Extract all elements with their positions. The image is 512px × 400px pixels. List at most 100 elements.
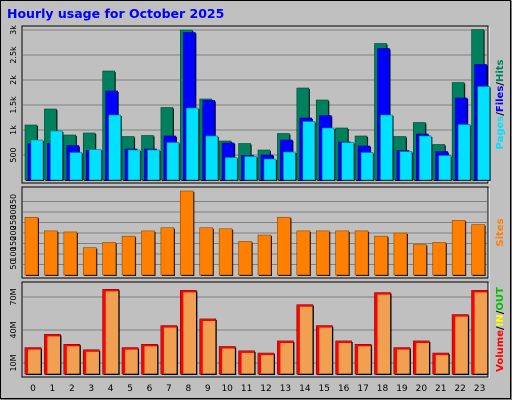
bar-pages: [224, 157, 238, 181]
y-tick-label: 2k: [9, 75, 18, 85]
bar-pages: [380, 114, 393, 181]
bar-volume-edge: [44, 334, 48, 374]
bar-volume-edge: [432, 353, 436, 374]
bar-pages: [186, 107, 199, 181]
bar-sites: [102, 242, 116, 276]
x-tick-label: 16: [338, 384, 350, 394]
bar-sites: [315, 230, 330, 276]
panel-side-label: Volume/IN/OUT: [495, 287, 506, 372]
bar-volume-edge: [219, 346, 223, 374]
x-tick-label: 14: [299, 384, 311, 394]
bar-volume-edge: [393, 347, 397, 374]
bar-sites: [471, 224, 485, 276]
bar-volume-top: [25, 347, 41, 350]
x-tick-label: 21: [435, 384, 446, 394]
x-tick-label: 22: [454, 384, 465, 394]
bar-pages: [147, 149, 160, 181]
x-tick-label: 0: [30, 384, 36, 394]
bar-sites: [335, 230, 349, 276]
bar-pages: [244, 156, 257, 181]
bar-pages: [205, 135, 219, 181]
bar-volume-edge: [160, 325, 164, 374]
bar-volume-edge: [355, 344, 359, 374]
bar-volume-top: [160, 325, 177, 328]
bar-sites: [63, 231, 78, 276]
bar-volume-edge: [452, 314, 456, 374]
side-label-part: /: [495, 82, 506, 86]
bar-sites: [374, 235, 388, 276]
x-tick-label: 4: [108, 384, 114, 394]
bar-pages: [438, 155, 452, 181]
bar-volume-edge: [199, 319, 203, 374]
bar-sites: [180, 190, 194, 276]
bar-volume-top: [102, 289, 119, 292]
x-tick-label: 3: [88, 384, 94, 394]
x-tick-label: 7: [166, 384, 172, 394]
chart-title: Hourly usage for October 2025: [7, 6, 224, 21]
x-tick-label: 13: [280, 384, 291, 394]
bar-volume-edge: [63, 344, 67, 374]
bar-pages: [419, 135, 432, 181]
bar-sites: [277, 216, 291, 276]
x-tick-label: 12: [260, 384, 271, 394]
bar-sites: [238, 241, 252, 276]
y-tick-label: 200: [9, 225, 18, 240]
x-tick-label: 15: [319, 384, 330, 394]
y-tick-label: 1.5k: [9, 96, 18, 114]
panel-side-label: Pages/Files/Hits: [495, 59, 506, 149]
bar-volume-edge: [471, 290, 475, 374]
side-label-part: Pages: [495, 116, 506, 150]
bar-sites: [296, 230, 311, 276]
x-tick-label: 6: [147, 384, 153, 394]
bar-pages: [302, 121, 316, 181]
bar-pages: [477, 86, 490, 181]
bar-pages: [30, 139, 44, 181]
y-tick-label: 40M: [9, 321, 18, 338]
bar-volume-top: [199, 319, 216, 321]
x-tick-label: 18: [377, 384, 389, 394]
bar-volume-edge: [316, 325, 320, 374]
bar-volume-edge: [413, 341, 417, 374]
bar-volume-top: [180, 290, 197, 293]
bar-volume-top: [355, 344, 372, 347]
bar-volume-top: [432, 353, 449, 356]
bar-volume-edge: [335, 341, 339, 374]
bar-volume-top: [258, 353, 274, 356]
bar-volume-edge: [141, 344, 145, 374]
bar-volume-top: [44, 334, 61, 337]
y-tick-label: 70M: [9, 288, 18, 305]
x-tick-label: 10: [221, 384, 233, 394]
side-label-part: Volume: [495, 330, 506, 372]
bar-pages: [360, 152, 374, 181]
bar-volume-top: [122, 347, 139, 350]
x-tick-label: 20: [416, 384, 428, 394]
y-tick-label: 350: [9, 194, 18, 209]
bar-sites: [160, 227, 175, 276]
bar-volume-edge: [83, 349, 87, 374]
bar-pages: [88, 149, 102, 181]
bar-sites: [24, 216, 39, 276]
bar-volume-top: [452, 314, 469, 317]
bar-volume-top: [335, 341, 352, 343]
bar-volume-top: [238, 350, 255, 353]
y-tick-label: 100: [9, 246, 18, 261]
x-tick-label: 11: [241, 384, 252, 394]
bar-volume-top: [393, 347, 410, 350]
bar-pages: [399, 151, 413, 181]
bar-sites: [413, 244, 427, 276]
bar-sites: [121, 235, 136, 276]
bar-pages: [457, 124, 471, 181]
bar-volume-edge: [374, 292, 378, 374]
y-tick-label: 500: [9, 147, 18, 162]
bar-pages: [69, 152, 83, 181]
bar-sites: [432, 242, 447, 276]
bar-sites: [393, 232, 408, 276]
chart-panels: 5001k1.5k2k2.5k3kPages/Files/Hits5010015…: [9, 25, 506, 394]
bar-volume-edge: [122, 347, 126, 374]
bar-volume-top: [83, 349, 100, 352]
y-tick-label: 250: [9, 215, 18, 230]
bar-sites: [451, 220, 466, 276]
side-label-part: Sites: [495, 218, 506, 246]
bar-pages: [166, 142, 180, 181]
